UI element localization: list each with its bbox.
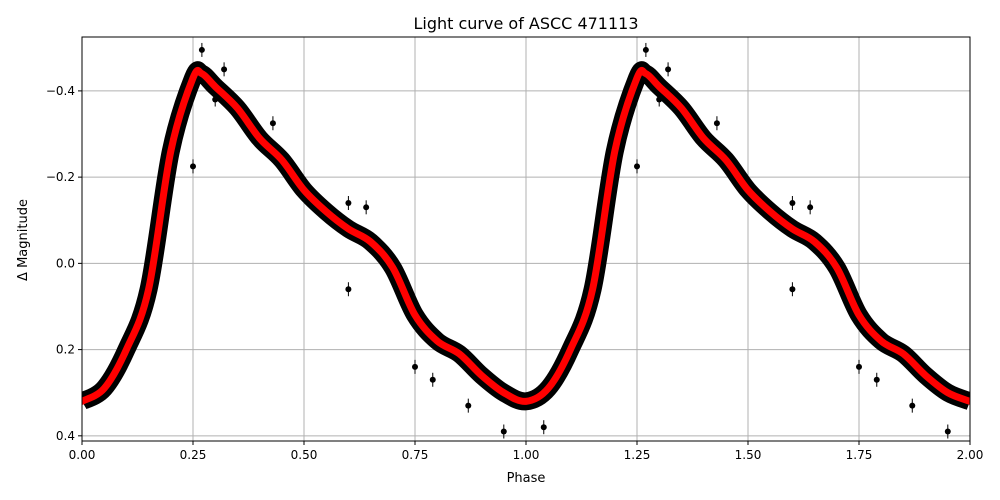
outlier-point [665,66,672,73]
outlier-point [856,363,862,370]
outlier-point [221,66,228,73]
outlier-point [465,402,472,409]
outlier-point [789,286,796,293]
y-tick-label: −0.2 [46,170,75,184]
fit-line-group [82,66,970,405]
outlier-point [429,376,436,383]
outlier-point [345,286,352,293]
outlier-point [190,163,196,170]
y-tick-label: 0.4 [56,429,75,443]
y-tick-label: 0.2 [56,343,75,357]
y-tick-label: −0.4 [46,84,75,98]
outlier-point [642,46,649,53]
outlier-point [198,46,205,53]
outlier-point [412,363,418,370]
y-axis-label: Δ Magnitude [16,199,31,281]
outlier-point [634,163,640,170]
outlier-point [909,402,916,409]
outlier-point [500,428,507,435]
outlier-point [807,204,814,211]
outlier-point [944,428,951,435]
x-tick-label: 0.25 [180,448,207,462]
fit-line [82,66,970,405]
outlier-point [540,424,547,431]
outlier-point [873,376,880,383]
x-tick-label: 2.00 [957,448,984,462]
outlier-point [713,120,720,127]
grid [81,37,971,441]
outlier-point [363,204,370,211]
x-axis-label: Phase [507,471,546,486]
ticks: 0.00 0.25 0.50 0.75 1.00 1.25 1.50 1.75 2.00 −0.4… [46,84,984,462]
x-tick-label: 0.75 [402,448,429,462]
x-tick-label: 0.00 [69,448,96,462]
x-tick-label: 1.50 [735,448,762,462]
outlier-point [789,199,796,206]
outlier-point [656,96,663,103]
outlier-point [269,120,276,127]
x-tick-label: 1.75 [846,448,873,462]
outlier-point [345,199,352,206]
x-tick-label: 1.25 [624,448,651,462]
chart-title: Light curve of ASCC 471113 [413,14,638,33]
outlier-point [212,96,219,103]
x-tick-label: 0.50 [291,448,318,462]
y-tick-label: 0.0 [56,256,75,270]
x-tick-label: 1.00 [513,448,540,462]
